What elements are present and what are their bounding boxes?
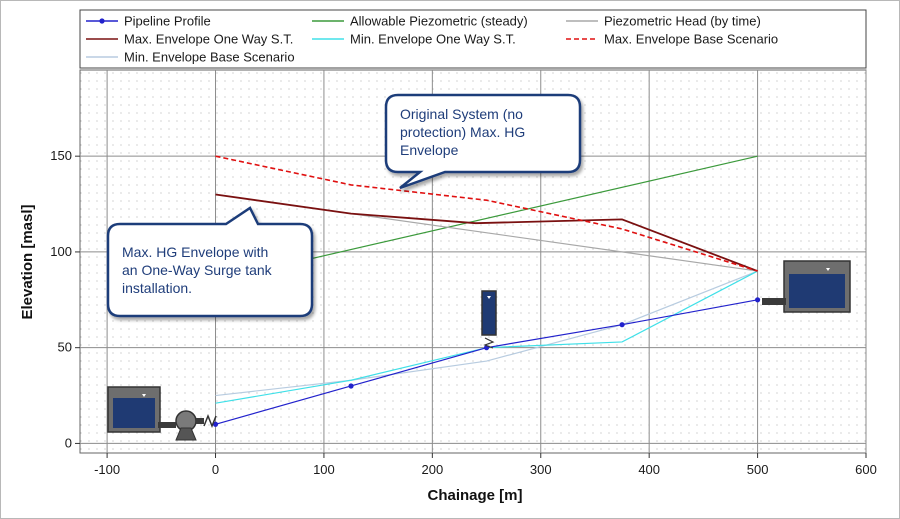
y-tick-label: 50 [58,340,72,355]
x-axis-title: Chainage [m] [427,487,522,504]
legend-box [79,9,867,69]
tick-layer: -100 0 100 200 300 400 500 600 0 50 100 150 [50,148,877,477]
pump-icon [175,410,204,441]
x-tick-label: 100 [313,462,335,477]
y-axis-title: Elevation [masl] [19,204,36,319]
x-tick-label: 300 [530,462,552,477]
legend-label-4: Min. Envelope One Way S.T. [350,32,516,47]
callout-surge-line-3: installation. [122,280,192,296]
legend: Pipeline Profile Allowable Piezometric (s… [79,9,867,69]
check-valve-icon [203,413,217,429]
upstream-reservoir-icon [107,386,176,433]
x-tick-label: 500 [747,462,769,477]
pipeline-point [348,383,354,389]
legend-label-0: Pipeline Profile [124,14,211,29]
x-tick-label: -100 [94,462,120,477]
callout-original-system [384,93,582,190]
legend-label-6: Min. Envelope Base Scenario [124,50,295,65]
x-tick-label: 200 [421,462,443,477]
series-line-5 [215,155,758,272]
series-layer [212,155,761,427]
callout-original-line-3: Envelope [400,142,459,158]
y-tick-label: 150 [50,148,72,163]
pipeline-point [212,421,219,427]
legend-marker [99,18,105,24]
callout-surge-line-1: Max. HG Envelope with [122,244,268,260]
legend-label-5: Max. Envelope Base Scenario [604,32,778,47]
downstream-reservoir-icon [762,260,851,313]
series-line-6 [215,270,758,397]
legend-label-2: Piezometric Head (by time) [604,14,761,29]
callout-original-line-2: protection) Max. HG [400,124,525,140]
callout-one-way-surge-tank [106,206,314,318]
x-tick-label: 400 [638,462,660,477]
surge-tank-icon [481,290,497,349]
legend-label-3: Max. Envelope One Way S.T. [124,32,293,47]
pipeline-point [619,322,625,328]
x-tick-label: 0 [212,462,219,477]
y-tick-label: 100 [50,244,72,259]
callout-original-line-1: Original System (no [400,106,523,122]
pipeline-point [754,297,761,303]
x-tick-label: 600 [855,462,877,477]
y-tick-label: 0 [65,435,72,450]
legend-label-1: Allowable Piezometric (steady) [350,14,528,29]
callout-surge-line-2: an One-Way Surge tank [122,262,273,278]
series-line-3 [215,193,758,272]
